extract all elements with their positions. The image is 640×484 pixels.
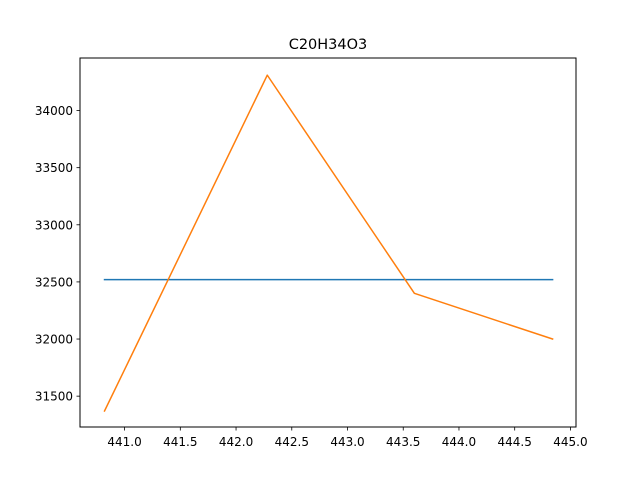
x-tick-label: 442.0 [219,435,253,449]
y-axis: 31500 32000 32500 33000 33500 34000 [35,104,80,404]
x-tick-label: 444.5 [498,435,532,449]
y-tick-label: 33500 [35,161,73,175]
x-tick-label: 444.0 [442,435,476,449]
series-layer [103,74,554,413]
x-tick-label: 443.5 [386,435,420,449]
y-tick-label: 33000 [35,218,73,232]
y-tick-label: 32500 [35,275,73,289]
chart-title: C20H34O3 [289,37,368,53]
x-tick-label: 442.5 [275,435,309,449]
x-axis: 441.0 441.5 442.0 442.5 443.0 443.5 444.0 444.5… [107,427,588,449]
x-tick-label: 441.0 [107,435,141,449]
series-line-2 [103,74,554,413]
x-tick-label: 443.0 [330,435,364,449]
plot-frame [79,57,577,428]
y-tick-label: 32000 [35,333,73,347]
y-tick-label: 31500 [35,390,73,404]
x-tick-label: 445.0 [553,435,587,449]
x-tick-label: 441.5 [163,435,197,449]
y-tick-label: 34000 [35,104,73,118]
